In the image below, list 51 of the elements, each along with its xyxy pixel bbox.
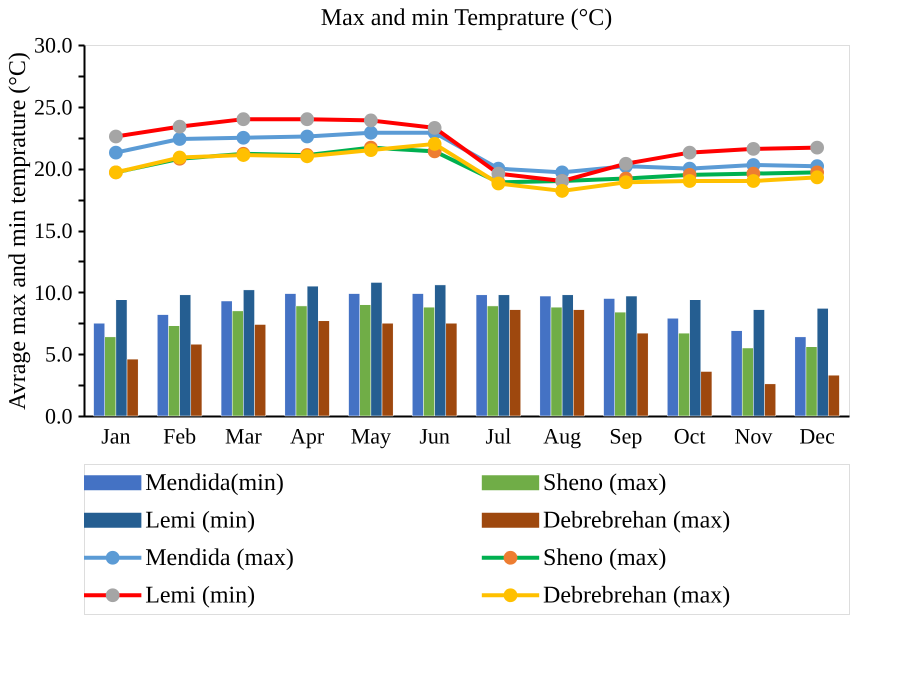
point	[682, 146, 697, 160]
point	[236, 112, 250, 126]
point	[682, 174, 697, 188]
legend-label: Mendida (max)	[145, 544, 294, 571]
x-tick-label: Oct	[674, 424, 706, 448]
x-tick-label: Apr	[290, 424, 325, 448]
legend-label: Sheno (max)	[543, 470, 666, 496]
x-tick-label: Jul	[486, 424, 512, 448]
x-tick-label: Sep	[609, 424, 642, 448]
y-tick-label: 25.0	[34, 94, 72, 120]
point	[172, 132, 187, 146]
x-tick-label: Feb	[163, 424, 196, 448]
y-tick-label: 15.0	[34, 218, 72, 243]
legend-label: Lemi (min)	[145, 582, 256, 608]
y-tick-label: 30.0	[34, 32, 72, 58]
legend-label: Debrebrehan (max)	[543, 582, 730, 608]
point	[236, 130, 250, 145]
x-tick-label: Mar	[225, 424, 262, 448]
y-axis-title: Avrage max and min temprature (°C)	[5, 52, 31, 410]
point	[364, 143, 378, 157]
x-tick-label: Aug	[543, 424, 582, 448]
point	[555, 184, 570, 198]
point	[108, 130, 123, 144]
point	[810, 140, 824, 155]
chart-title: Max and min Temprature (°C)	[320, 5, 612, 31]
point	[618, 175, 633, 190]
point	[810, 170, 824, 184]
point	[428, 137, 442, 151]
x-tick-label: Jan	[101, 424, 131, 448]
x-tick-label: Dec	[799, 424, 836, 448]
legend-label: Debrebrehan (max)	[543, 507, 730, 534]
legend-label: Sheno (max)	[543, 544, 666, 571]
x-tick-label: Jun	[419, 424, 450, 448]
point	[364, 114, 378, 128]
x-tick-label: May	[350, 424, 392, 448]
y-tick-label: 5.0	[45, 342, 72, 367]
point	[746, 174, 760, 188]
y-tick-label: 0.0	[45, 404, 72, 428]
point	[428, 120, 442, 135]
point	[108, 146, 123, 160]
point	[364, 126, 378, 140]
x-tick-label: Nov	[734, 424, 772, 448]
point	[746, 142, 760, 156]
y-tick-label: 10.0	[34, 280, 72, 305]
point	[172, 120, 187, 134]
point	[300, 112, 314, 126]
y-tick-label: 20.0	[34, 156, 72, 182]
legend-label: Lemi (min)	[145, 507, 256, 534]
point	[300, 130, 314, 144]
legend-label: Mendida(min)	[145, 470, 284, 496]
point	[618, 156, 633, 171]
